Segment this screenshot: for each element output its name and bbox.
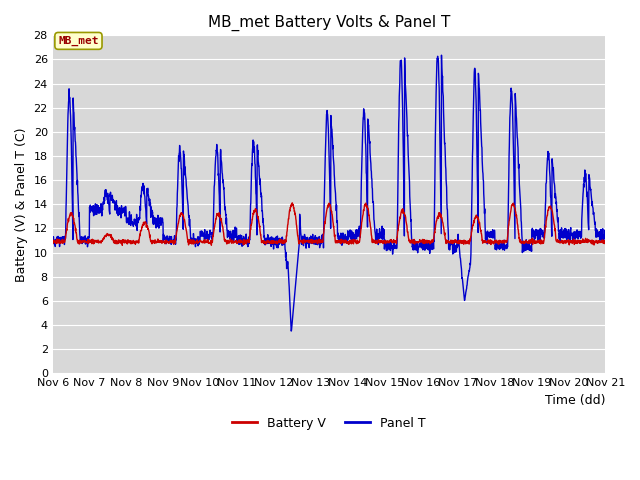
Title: MB_met Battery Volts & Panel T: MB_met Battery Volts & Panel T xyxy=(208,15,450,31)
Y-axis label: Battery (V) & Panel T (C): Battery (V) & Panel T (C) xyxy=(15,127,28,282)
Text: MB_met: MB_met xyxy=(58,36,99,46)
X-axis label: Time (dd): Time (dd) xyxy=(545,394,605,407)
Legend: Battery V, Panel T: Battery V, Panel T xyxy=(227,412,431,435)
